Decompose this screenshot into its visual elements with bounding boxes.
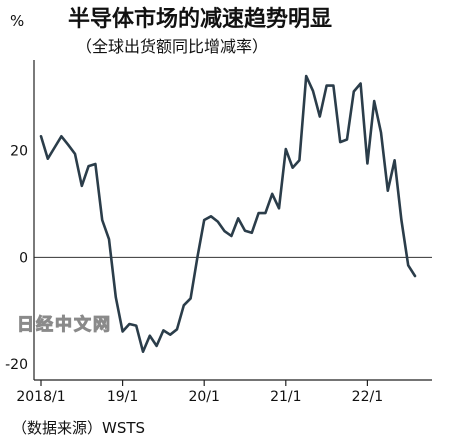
x-tick-label: 20/1 xyxy=(188,389,219,405)
series-line xyxy=(39,74,417,354)
chart-subtitle: （全球出货额同比增减率） xyxy=(76,37,268,56)
source-note: （数据来源）WSTS xyxy=(12,419,145,437)
series-layer xyxy=(39,74,417,354)
x-tick-label: 2018/1 xyxy=(16,389,65,405)
chart-title: 半导体市场的减速趋势明显 xyxy=(68,6,332,32)
x-tick-label: 19/1 xyxy=(107,389,138,405)
tick-labels: 20 0 -20 2018/1 19/1 20/1 21/1 22/1 xyxy=(5,144,383,405)
y-unit-label: % xyxy=(10,12,24,30)
watermark: 日经中文网 xyxy=(17,314,112,335)
axes xyxy=(33,60,432,386)
y-tick-label: 0 xyxy=(19,250,28,266)
x-tick-label: 21/1 xyxy=(270,389,301,405)
y-tick-label: -20 xyxy=(5,357,28,373)
x-tick-label: 22/1 xyxy=(352,389,383,405)
y-tick-label: 20 xyxy=(10,144,28,160)
